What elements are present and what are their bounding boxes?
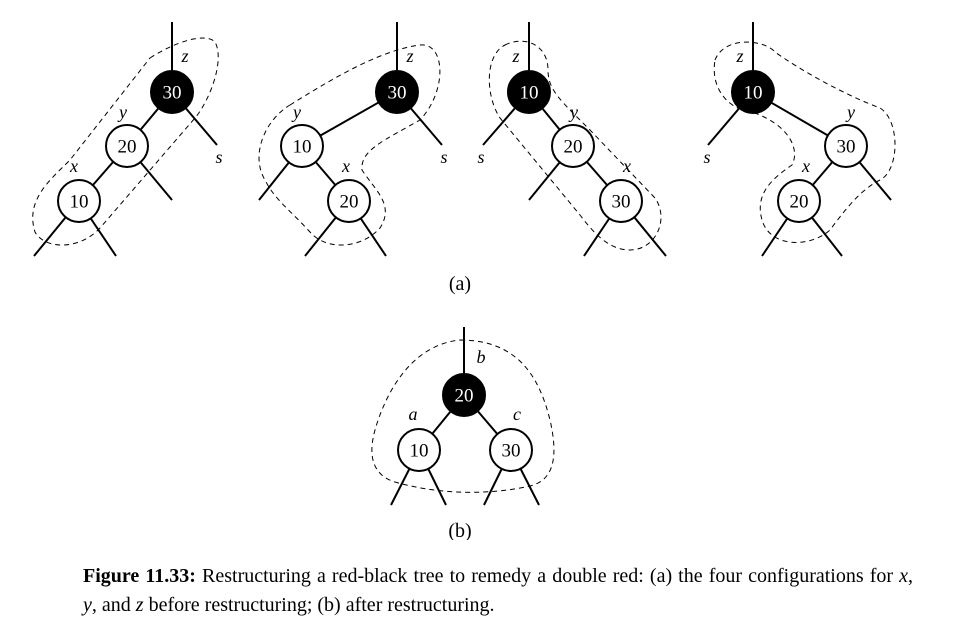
dashed-outline xyxy=(32,37,219,246)
config-a3: 10 20 30 z y x s xyxy=(477,22,667,257)
node-red xyxy=(280,124,324,168)
caption-var-y: y xyxy=(83,594,92,616)
config-a2: 30 10 20 z y x s xyxy=(258,22,448,257)
node-var-label: a xyxy=(409,404,418,424)
node-red xyxy=(105,124,149,168)
node-key: 10 xyxy=(744,83,763,104)
dashed-outline xyxy=(258,44,441,246)
sibling-label: s xyxy=(477,147,484,167)
node-key: 20 xyxy=(455,386,474,407)
node-var-label: y xyxy=(117,102,127,122)
figure-caption: Figure 11.33: Restructuring a red-black … xyxy=(83,562,913,620)
caption-var-x: x xyxy=(899,565,908,587)
caption-label: Figure 11.33: xyxy=(83,565,196,587)
restructuring-diagram: 30 20 10 z y x s 30 10 20 z y x s xyxy=(32,22,896,540)
node-key: 30 xyxy=(837,137,856,158)
node-var-label: y xyxy=(568,102,578,122)
node-red xyxy=(397,428,441,472)
node-var-label: x xyxy=(341,156,350,176)
node-black xyxy=(150,70,194,114)
sibling-label: s xyxy=(215,147,222,167)
node-var-label: y xyxy=(291,102,301,122)
node-red xyxy=(599,179,643,223)
node-key: 20 xyxy=(790,192,809,213)
dashed-outline xyxy=(371,339,555,493)
dashed-outline xyxy=(713,41,896,243)
node-key: 30 xyxy=(612,192,631,213)
node-var-label: z xyxy=(511,46,519,66)
node-key: 10 xyxy=(520,83,539,104)
node-black xyxy=(507,70,551,114)
node-black xyxy=(731,70,775,114)
node-key: 30 xyxy=(163,83,182,104)
node-key: 20 xyxy=(118,137,137,158)
node-black xyxy=(375,70,419,114)
caption-text: before restructuring; (b) after restruct… xyxy=(143,594,495,616)
node-red xyxy=(777,179,821,223)
caption-text: Restructuring a red-black tree to remedy… xyxy=(195,565,900,587)
subfigure-label-b: (b) xyxy=(448,520,471,540)
node-red xyxy=(57,179,101,223)
node-red xyxy=(551,124,595,168)
caption-sep: , and xyxy=(91,594,136,616)
node-key: 20 xyxy=(340,192,359,213)
node-var-label: z xyxy=(405,46,413,66)
caption-sep: , xyxy=(908,565,913,587)
node-key: 30 xyxy=(502,441,521,462)
node-black xyxy=(442,373,486,417)
node-key: 10 xyxy=(70,192,89,213)
node-var-label: x xyxy=(69,156,78,176)
subfigure-label-a: (a) xyxy=(449,273,471,295)
config-a1: 30 20 10 z y x s xyxy=(32,22,223,257)
node-var-label: z xyxy=(180,46,188,66)
node-var-label: y xyxy=(845,102,855,122)
sibling-label: s xyxy=(440,147,447,167)
node-red xyxy=(824,124,868,168)
config-b: 20 10 30 b a c xyxy=(371,327,555,506)
config-a4: 10 30 20 z y x s xyxy=(703,22,896,257)
node-var-label: x xyxy=(622,156,631,176)
node-var-label: z xyxy=(735,46,743,66)
node-var-label: b xyxy=(477,347,486,367)
caption-var-z: z xyxy=(135,594,144,616)
dashed-outline xyxy=(488,40,662,251)
node-red xyxy=(489,428,533,472)
node-var-label: x xyxy=(801,156,810,176)
node-key: 10 xyxy=(293,137,312,158)
node-var-label: c xyxy=(513,404,521,424)
node-key: 20 xyxy=(564,137,583,158)
node-key: 10 xyxy=(410,441,429,462)
node-red xyxy=(327,179,371,223)
sibling-label: s xyxy=(703,147,710,167)
node-key: 30 xyxy=(388,83,407,104)
